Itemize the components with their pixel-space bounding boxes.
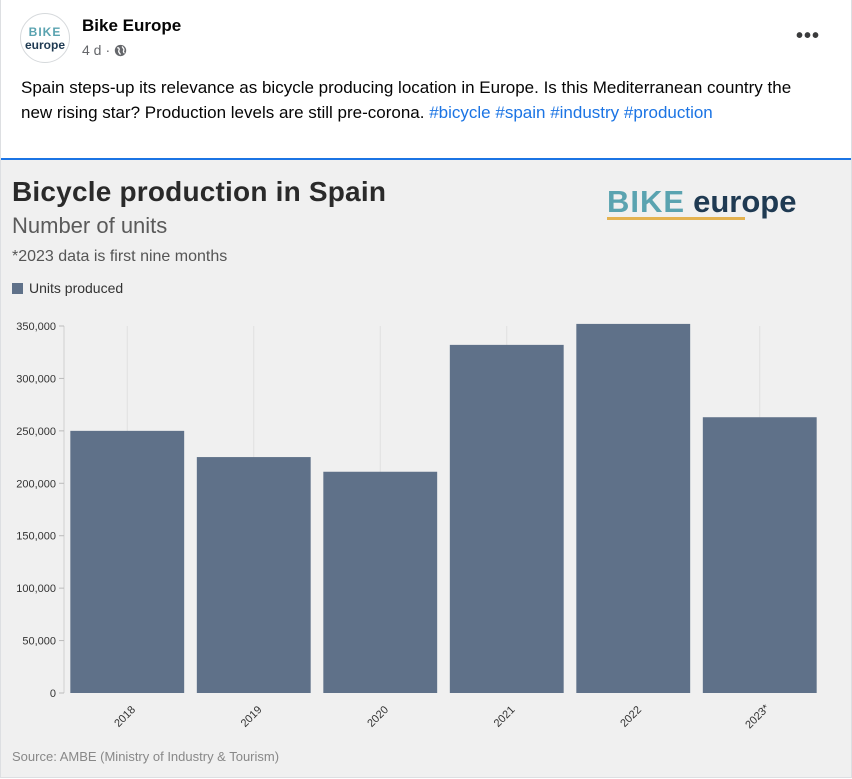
y-tick-label: 200,000	[16, 478, 56, 490]
y-tick-label: 300,000	[16, 373, 56, 385]
chart-title: Bicycle production in Spain	[12, 176, 387, 207]
brand-word-europe: europe	[693, 184, 797, 219]
bar	[196, 457, 311, 693]
x-tick-label: 2019	[239, 704, 265, 730]
post-header: BIKE europe Bike Europe 4 d · •••	[1, 0, 851, 70]
hashtag-link[interactable]: #industry	[550, 103, 620, 122]
x-tick-label: 2020	[365, 704, 391, 730]
legend-label: Units produced	[29, 280, 124, 296]
post-text: Spain steps-up its relevance as bicycle …	[21, 75, 811, 125]
x-tick-label: 2023*	[743, 702, 772, 731]
post-meta: 4 d ·	[82, 42, 127, 58]
logo-underline	[607, 217, 745, 220]
post-timestamp[interactable]: 4 d	[82, 42, 102, 58]
brand-word-bike: BIKE	[607, 184, 686, 219]
chart-legend: Units produced	[12, 280, 123, 296]
y-tick-label: 250,000	[16, 426, 56, 438]
hashtag-link[interactable]: #bicycle	[429, 103, 491, 122]
bar	[576, 323, 691, 693]
y-tick-label: 50,000	[22, 636, 56, 648]
bar	[70, 430, 185, 693]
y-tick-label: 150,000	[16, 531, 56, 543]
hashtag-link[interactable]: #spain	[495, 103, 546, 122]
legend-swatch	[12, 282, 23, 294]
y-tick-label: 0	[50, 688, 56, 700]
more-options-button[interactable]: •••	[795, 24, 820, 47]
x-tick-label: 2022	[618, 704, 644, 730]
bar	[323, 471, 438, 693]
bar-chart: 0 50,000 100,000 150,000 200,000 250,000 300,0…	[16, 321, 817, 731]
avatar[interactable]: BIKE europe	[20, 13, 70, 63]
x-tick-label: 2021	[492, 704, 518, 730]
bar	[702, 417, 817, 693]
meta-separator: ·	[105, 42, 111, 58]
bar	[449, 344, 564, 693]
page-name-link[interactable]: Bike Europe	[82, 16, 182, 35]
y-tick-label: 100,000	[16, 583, 56, 595]
chart-source: Source: AMBE (Ministry of Industry & Tou…	[12, 749, 280, 764]
chart-subtitle: Number of units	[12, 213, 168, 238]
chart-note: *2023 data is first nine months	[12, 248, 228, 265]
avatar-logo-line1: BIKE	[28, 24, 62, 39]
avatar-logo-line2: europe	[24, 37, 65, 52]
image-top-divider	[1, 158, 851, 160]
post-body-text: Spain steps-up its relevance as bicycle …	[21, 78, 792, 122]
hashtag-link[interactable]: #production	[623, 103, 713, 122]
globe-icon	[114, 44, 127, 57]
y-tick-label: 350,000	[16, 321, 56, 333]
x-tick-label: 2018	[112, 704, 138, 730]
bike-europe-logo: BIKE europe	[607, 184, 832, 224]
